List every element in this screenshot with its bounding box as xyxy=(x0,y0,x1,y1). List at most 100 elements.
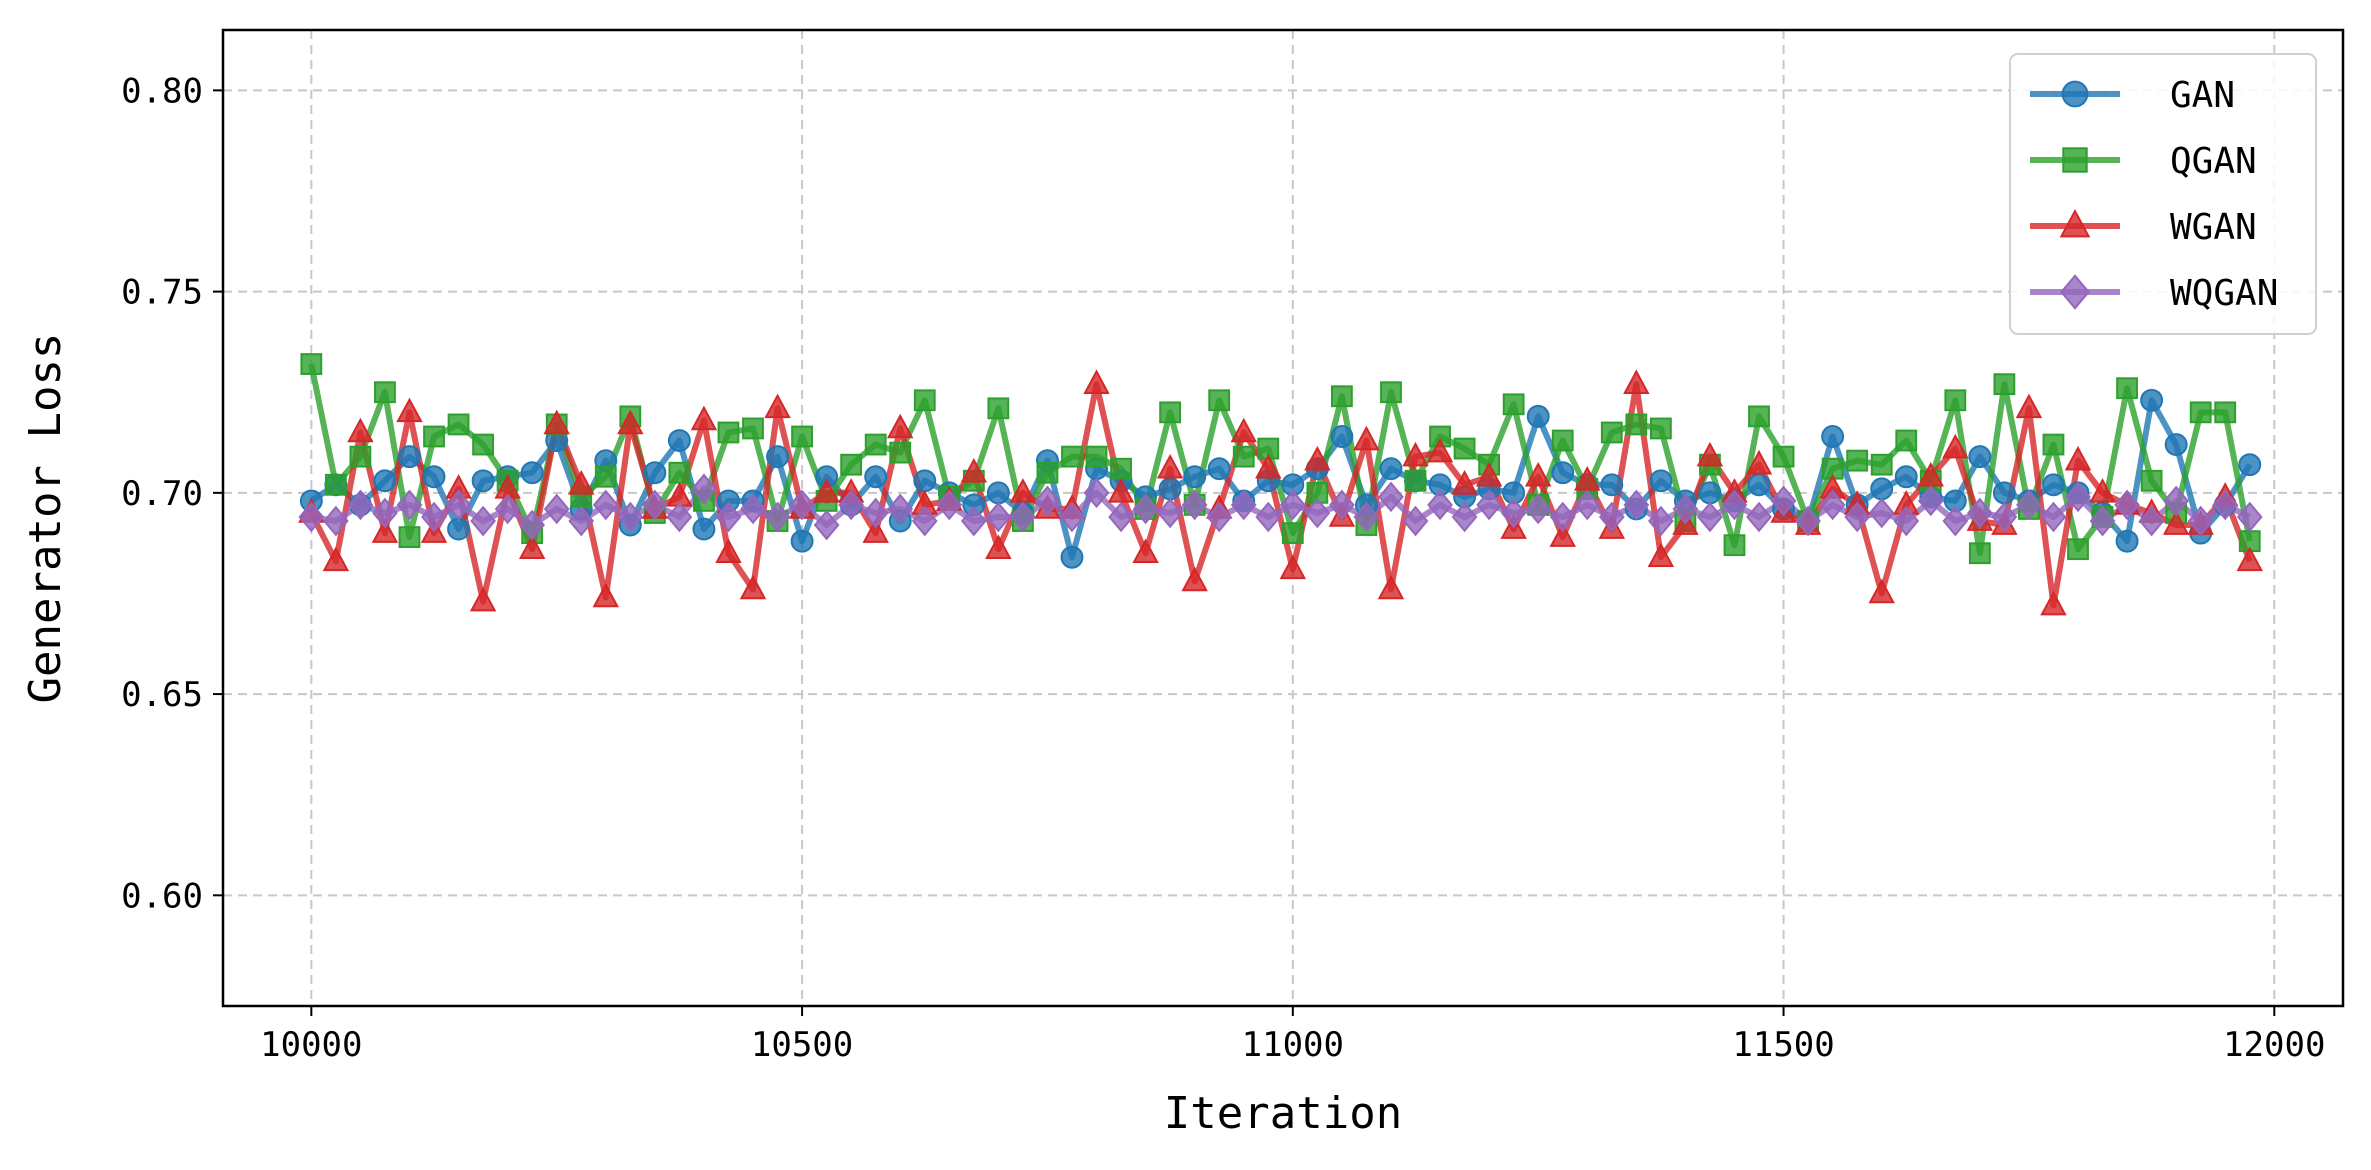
data-point-gan xyxy=(1183,465,1207,489)
data-point-wgan xyxy=(1426,437,1454,463)
data-point-qgan xyxy=(889,441,912,464)
data-point-gan xyxy=(398,445,421,469)
data-point-wqgan xyxy=(813,509,840,541)
legend-label-qgan: QGAN xyxy=(2170,141,2257,182)
data-point-gan xyxy=(1649,469,1673,493)
data-point-wgan xyxy=(568,470,595,495)
data-point-wqgan xyxy=(1279,489,1306,521)
data-point-qgan xyxy=(423,425,445,448)
data-point-wqgan xyxy=(2114,489,2140,521)
data-point-wqgan xyxy=(985,501,1012,533)
data-point-wqgan xyxy=(347,489,374,521)
data-point-wqgan xyxy=(519,509,546,541)
data-point-wqgan xyxy=(372,497,398,529)
data-point-wqgan xyxy=(1181,489,1208,521)
data-point-wqgan xyxy=(862,497,889,529)
y-tick-label: 0.70 xyxy=(121,474,203,514)
data-point-qgan xyxy=(1944,389,1967,412)
data-point-wgan xyxy=(1132,538,1159,564)
data-point-wgan xyxy=(371,518,399,543)
y-tick-label: 0.60 xyxy=(121,876,203,916)
data-point-wqgan xyxy=(1574,489,1601,521)
data-point-gan xyxy=(1821,425,1845,448)
data-point-wqgan xyxy=(568,505,595,537)
data-point-wgan xyxy=(1574,466,1601,491)
markers-wqgan xyxy=(298,473,2263,541)
data-point-qgan xyxy=(472,433,494,456)
data-point-qgan xyxy=(1380,381,1402,404)
data-point-wqgan xyxy=(1378,481,1404,513)
series-markers xyxy=(298,353,2263,616)
data-point-wgan xyxy=(1304,445,1331,471)
data-point-wqgan xyxy=(2236,501,2263,533)
data-point-gan xyxy=(1992,481,2016,505)
data-point-wgan xyxy=(543,409,570,435)
data-point-wqgan xyxy=(1672,493,1699,525)
data-point-wgan xyxy=(1083,369,1110,394)
x-axis-title: Iteration xyxy=(1164,1088,1402,1139)
data-point-qgan xyxy=(2042,433,2065,456)
data-point-wqgan xyxy=(2212,489,2239,521)
plot-frame xyxy=(221,28,2345,1008)
y-axis-title: Generator Loss xyxy=(20,333,71,704)
data-point-qgan xyxy=(1600,421,1623,444)
data-point-wqgan xyxy=(1795,505,1821,537)
data-point-gan xyxy=(1158,477,1182,501)
data-point-wqgan xyxy=(1623,489,1650,521)
data-point-wqgan xyxy=(1083,477,1110,509)
data-point-qgan xyxy=(1453,437,1476,460)
data-point-wgan xyxy=(739,574,767,600)
data-point-wgan xyxy=(1475,461,1503,487)
data-point-qgan xyxy=(1968,542,1991,565)
data-point-qgan xyxy=(987,397,1010,420)
data-point-wgan xyxy=(347,417,374,443)
x-tick-label: 11000 xyxy=(1242,1025,1344,1065)
data-point-qgan xyxy=(349,445,372,468)
data-point-gan xyxy=(422,465,446,489)
data-point-gan xyxy=(1894,465,1918,489)
data-point-wqgan xyxy=(1230,489,1257,521)
data-point-gan xyxy=(1870,477,1894,501)
legend-marker-gan xyxy=(2061,80,2089,108)
data-point-wqgan xyxy=(1108,501,1134,533)
data-point-wgan xyxy=(617,409,644,435)
data-point-wqgan xyxy=(1010,501,1036,533)
data-point-wgan xyxy=(592,582,620,608)
legend-label-gan: GAN xyxy=(2170,75,2235,116)
y-tick-label: 0.80 xyxy=(121,71,203,111)
data-point-wqgan xyxy=(1304,497,1331,529)
data-point-wgan xyxy=(960,457,988,483)
data-point-wqgan xyxy=(1132,493,1159,525)
data-point-wqgan xyxy=(2187,505,2214,537)
data-point-wqgan xyxy=(887,493,914,525)
data-point-wqgan xyxy=(2016,489,2042,521)
data-point-qgan xyxy=(2214,401,2237,424)
data-point-wgan xyxy=(862,518,889,543)
data-point-wqgan xyxy=(1770,485,1797,517)
data-point-wqgan xyxy=(1549,501,1576,533)
data-point-wqgan xyxy=(789,489,815,521)
data-point-wgan xyxy=(2064,445,2092,471)
data-point-qgan xyxy=(1895,429,1918,452)
data-point-qgan xyxy=(1208,389,1231,412)
data-point-wgan xyxy=(2015,393,2043,419)
x-tick-label: 12000 xyxy=(2223,1025,2325,1065)
data-point-wqgan xyxy=(1844,501,1871,533)
data-point-wqgan xyxy=(1059,501,1085,533)
data-point-wgan xyxy=(886,413,914,439)
data-point-qgan xyxy=(1772,445,1795,468)
data-point-wqgan xyxy=(1034,485,1061,517)
data-point-wgan xyxy=(2162,510,2190,535)
data-point-qgan xyxy=(374,381,396,404)
data-point-wqgan xyxy=(1402,505,1429,537)
data-point-qgan xyxy=(1061,445,1083,468)
data-point-qgan xyxy=(1404,469,1427,492)
data-point-qgan xyxy=(1281,522,1304,544)
data-point-qgan xyxy=(1993,373,2016,396)
data-point-wgan xyxy=(518,534,546,559)
y-tick-label: 0.65 xyxy=(121,675,203,715)
data-point-wgan xyxy=(1156,453,1184,479)
data-point-qgan xyxy=(1330,385,1353,408)
data-point-wqgan xyxy=(1966,497,1993,529)
